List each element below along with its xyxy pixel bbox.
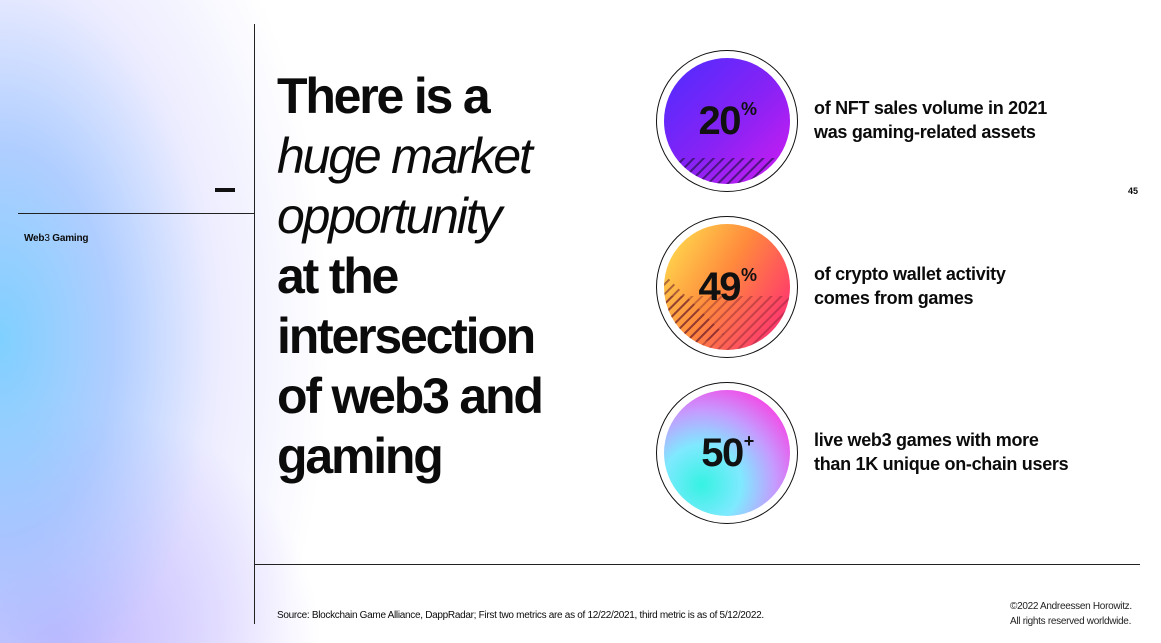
stat-value: 50 +: [701, 430, 754, 475]
copyright: ©2022 Andreessen Horowitz. All rights re…: [1010, 601, 1132, 627]
stat-description: of crypto wallet activity comes from gam…: [814, 264, 1006, 308]
divider-horizontal-bottom: [254, 564, 1140, 565]
headline-line: intersection: [277, 308, 536, 364]
headline-line: of web3 and: [277, 368, 544, 424]
stat-description: live web3 games with more than 1K unique…: [814, 430, 1069, 474]
headline-line: at the: [277, 248, 399, 304]
stat-disc-cyan: 50 +: [664, 390, 790, 516]
page-number: 45: [1128, 186, 1139, 196]
stat-value: 49%: [698, 264, 756, 309]
stat-nft-sales: 20% of NFT sales volume in 2021 was gami…: [656, 50, 1136, 196]
divider-horizontal-left: [18, 213, 255, 214]
stat-value: 20%: [698, 98, 756, 143]
section-dash: [215, 188, 235, 192]
headline-line: opportunity: [277, 188, 502, 244]
divider-vertical: [254, 24, 255, 624]
stat-description: of NFT sales volume in 2021 was gaming-r…: [814, 98, 1047, 142]
headline: There is a huge market opportunity at th…: [277, 66, 607, 486]
source-note: Source: Blockchain Game Alliance, DappRa…: [277, 610, 764, 621]
headline-line: huge market: [277, 128, 533, 184]
stat-live-games: 50 + live web3 games with more than 1K un…: [656, 382, 1136, 528]
headline-line: There is a: [277, 68, 491, 124]
section-label: Web3 Gaming: [24, 233, 89, 244]
headline-line: gaming: [277, 428, 444, 484]
stat-disc-purple: 20%: [664, 58, 790, 184]
stat-wallet-activity: 49% of crypto wallet activity comes from…: [656, 216, 1136, 362]
stat-disc-orange: 49%: [664, 224, 790, 350]
